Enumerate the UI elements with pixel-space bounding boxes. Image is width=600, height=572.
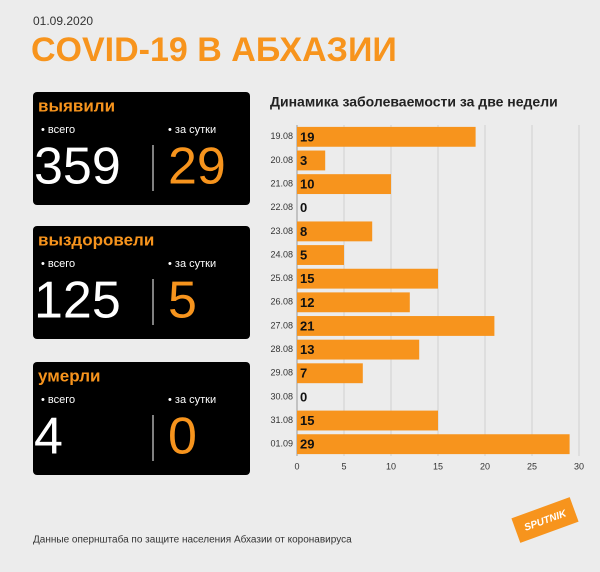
y-tick-label: 19.08	[270, 131, 293, 141]
daily-label: • за сутки	[168, 124, 216, 136]
y-tick-label: 21.08	[270, 178, 293, 188]
total-value: 4	[34, 408, 63, 466]
source: Данные опернштаба по защите населения Аб…	[33, 534, 352, 546]
x-tick-label: 25	[527, 461, 537, 471]
y-tick-label: 27.08	[270, 320, 293, 330]
chart-title: Динамика заболеваемости за две недели	[270, 94, 558, 110]
y-tick-label: 30.08	[270, 391, 293, 401]
bar	[297, 174, 391, 195]
value-label: 15	[300, 271, 314, 286]
value-label: 0	[300, 389, 307, 404]
value-label: 5	[300, 247, 307, 262]
daily-label: • за сутки	[168, 394, 216, 406]
y-tick-label: 28.08	[270, 344, 293, 354]
y-tick-label: 20.08	[270, 155, 293, 165]
bar	[297, 126, 476, 147]
panel	[33, 362, 250, 475]
bar	[297, 268, 438, 289]
panel	[33, 226, 250, 339]
panel	[33, 92, 250, 205]
y-tick-label: 23.08	[270, 226, 293, 236]
logo-badge	[511, 497, 579, 543]
value-label: 10	[300, 177, 314, 192]
value-label: 12	[300, 295, 314, 310]
total-value: 359	[34, 138, 121, 196]
value-label: 7	[300, 366, 307, 381]
x-tick-label: 20	[480, 461, 490, 471]
y-tick-label: 31.08	[270, 415, 293, 425]
bar	[297, 363, 363, 384]
value-label: 15	[300, 413, 314, 428]
panel-label: умерли	[38, 366, 100, 385]
value-label: 13	[300, 342, 314, 357]
bar	[297, 410, 438, 431]
panel-label: выявили	[38, 96, 115, 115]
date: 01.09.2020	[33, 14, 93, 28]
x-tick-label: 15	[433, 461, 443, 471]
y-tick-label: 24.08	[270, 249, 293, 259]
bar	[297, 150, 326, 171]
value-label: 3	[300, 153, 307, 168]
daily-value: 5	[168, 272, 197, 330]
x-tick-label: 0	[294, 461, 299, 471]
y-tick-label: 01.09	[270, 439, 293, 449]
value-label: 8	[300, 224, 307, 239]
daily-value: 29	[168, 138, 226, 196]
bar	[297, 434, 570, 455]
y-tick-label: 29.08	[270, 368, 293, 378]
total-label: • всего	[41, 394, 75, 406]
value-label: 29	[300, 437, 314, 452]
bar	[297, 221, 373, 242]
logo: SPUTNIK	[511, 497, 579, 543]
panel-label: выздоровели	[38, 230, 154, 249]
total-value: 125	[34, 272, 121, 330]
x-tick-label: 10	[386, 461, 396, 471]
value-label: 21	[300, 318, 314, 333]
y-tick-label: 26.08	[270, 297, 293, 307]
y-tick-label: 22.08	[270, 202, 293, 212]
value-label: 0	[300, 200, 307, 215]
total-label: • всего	[41, 258, 75, 270]
bar	[297, 245, 344, 265]
total-label: • всего	[41, 124, 75, 136]
title: COVID-19 В АБХАЗИИ	[31, 31, 397, 69]
bar	[297, 292, 410, 313]
value-label: 19	[300, 129, 314, 144]
bar	[297, 316, 495, 336]
x-tick-label: 5	[341, 461, 346, 471]
y-tick-label: 25.08	[270, 273, 293, 283]
x-tick-label: 30	[574, 461, 584, 471]
daily-label: • за сутки	[168, 258, 216, 270]
daily-value: 0	[168, 408, 197, 466]
bar	[297, 339, 420, 360]
